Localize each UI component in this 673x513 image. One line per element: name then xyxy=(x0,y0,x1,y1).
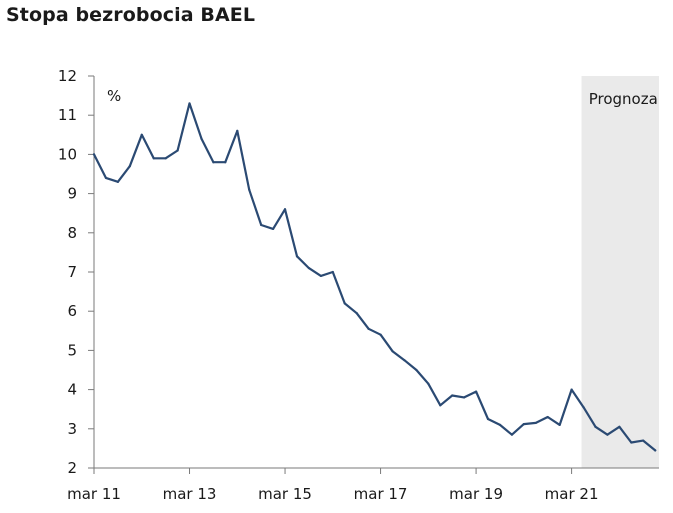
forecast-label: Prognoza xyxy=(589,90,658,108)
data-point xyxy=(212,161,215,164)
data-point xyxy=(570,388,573,391)
x-tick-label: mar 21 xyxy=(545,485,599,503)
data-point xyxy=(594,425,597,428)
series-line xyxy=(92,102,657,452)
data-point xyxy=(224,161,227,164)
data-point xyxy=(116,180,119,183)
data-point xyxy=(331,270,334,274)
data-point xyxy=(319,274,322,278)
data-point xyxy=(451,394,454,397)
y-tick-label: 10 xyxy=(58,145,77,163)
y-tick-label: 3 xyxy=(67,420,77,438)
chart-title: Stopa bezrobocia BAEL xyxy=(6,4,256,26)
data-point xyxy=(248,188,251,191)
x-tick-label: mar 15 xyxy=(258,485,312,503)
data-point xyxy=(486,417,490,421)
data-point xyxy=(152,157,155,160)
data-point xyxy=(92,153,96,156)
data-point xyxy=(283,208,287,211)
data-point xyxy=(534,421,537,425)
data-point xyxy=(439,404,442,407)
y-tick-label: 9 xyxy=(67,185,77,203)
data-point xyxy=(558,423,561,426)
y-tick-label: 7 xyxy=(67,263,77,281)
y-tick-label: 5 xyxy=(67,341,77,359)
data-point xyxy=(176,149,179,152)
data-point xyxy=(236,129,239,132)
data-point xyxy=(630,441,633,444)
data-point xyxy=(463,396,466,399)
data-point xyxy=(188,102,191,105)
series-layer xyxy=(92,102,657,452)
data-point xyxy=(343,302,346,305)
data-point xyxy=(546,415,549,419)
data-point xyxy=(510,433,513,436)
data-point xyxy=(618,425,621,428)
data-point xyxy=(582,406,585,409)
data-point xyxy=(403,359,406,362)
y-tick-label: 12 xyxy=(58,67,77,85)
data-point xyxy=(200,137,203,140)
data-point xyxy=(642,439,645,442)
data-point xyxy=(140,133,143,136)
data-point xyxy=(474,390,478,393)
y-tick-label: 6 xyxy=(67,302,77,320)
data-point xyxy=(606,433,609,436)
y-tick-label: 2 xyxy=(67,459,77,477)
data-point xyxy=(128,165,131,168)
data-point xyxy=(164,157,167,160)
y-tick-label: 8 xyxy=(67,224,77,242)
x-axis: mar 11 mar 13 mar 15 mar 17 mar 19 mar 21 xyxy=(67,467,659,503)
y-tick-label: 4 xyxy=(67,381,77,399)
unit-label: % xyxy=(107,87,121,105)
x-tick-label: mar 17 xyxy=(354,485,408,503)
data-point xyxy=(498,423,502,426)
data-point xyxy=(415,368,418,372)
y-tick-label: 11 xyxy=(58,106,77,124)
data-point xyxy=(654,449,657,452)
x-tick-label: mar 11 xyxy=(67,485,121,503)
y-axis: 2 3 4 5 6 7 8 9 10 11 12 xyxy=(58,67,95,477)
data-point xyxy=(355,312,358,315)
x-tick-label: mar 19 xyxy=(449,485,503,503)
data-point xyxy=(427,382,430,385)
x-tick-label: mar 13 xyxy=(163,485,217,503)
forecast-band xyxy=(581,76,659,468)
data-point xyxy=(522,422,525,426)
data-point xyxy=(391,350,394,353)
data-point xyxy=(379,333,382,336)
data-point xyxy=(295,255,299,258)
data-point xyxy=(367,327,370,330)
data-point xyxy=(307,266,311,270)
data-point xyxy=(272,227,275,230)
data-point xyxy=(104,176,108,180)
data-point xyxy=(260,223,263,227)
